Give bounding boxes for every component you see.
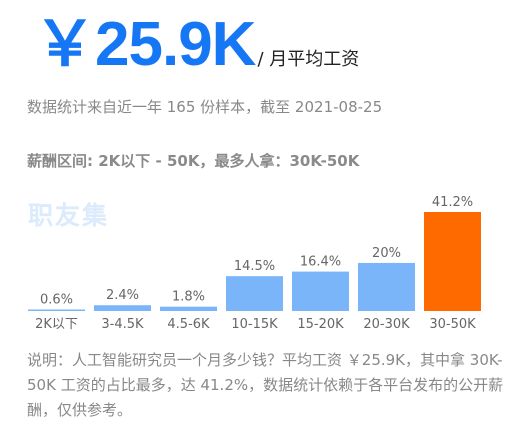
value-label: 20% [372,246,401,261]
bar-3-4.5K [94,305,151,311]
bar-20-30K [358,262,415,311]
category-label: 15-20K [297,317,344,332]
category-label: 3-4.5K [101,317,144,332]
category-label: 2K以下 [35,317,78,332]
category-label: 4.5-6K [167,317,210,332]
category-label: 10-15K [231,317,278,332]
watermark-logo: 职友集 [28,201,110,230]
bar-30-50K [424,212,481,311]
bar-2K以下 [28,309,85,311]
salary-headline: ￥25.9K / 月平均工资 [34,14,359,76]
average-salary: ￥25.9K [34,10,256,79]
description-note: 说明：人工智能研究员一个月多少钱？平均工资 ￥25.9K，其中拿 30K-50K… [27,351,504,419]
bar-15-20K [292,271,349,311]
value-label: 16.4% [300,255,341,270]
bar-10-15K [226,276,283,311]
value-label: 41.2% [432,195,473,210]
sample-info: 数据统计来自近一年 165 份样本，截至 2021-08-25 [27,98,383,116]
value-label: 1.8% [172,290,205,305]
salary-distribution-chart: 0.6% 2K以下 2.4% 3-4.5K 1.8% 4.5-6K 14.5% 10-15K 1… [28,195,481,332]
bar-4.5-6K [160,306,217,311]
value-label: 14.5% [234,259,275,274]
salary-range-summary: 薪酬区间: 2K以下 - 50K，最多人拿：30K-50K [27,152,360,170]
value-label: 0.6% [40,293,73,308]
salary-unit: / 月平均工资 [257,49,360,70]
value-label: 2.4% [106,288,139,303]
category-label: 20-30K [363,317,410,332]
category-label: 30-50K [429,317,476,332]
